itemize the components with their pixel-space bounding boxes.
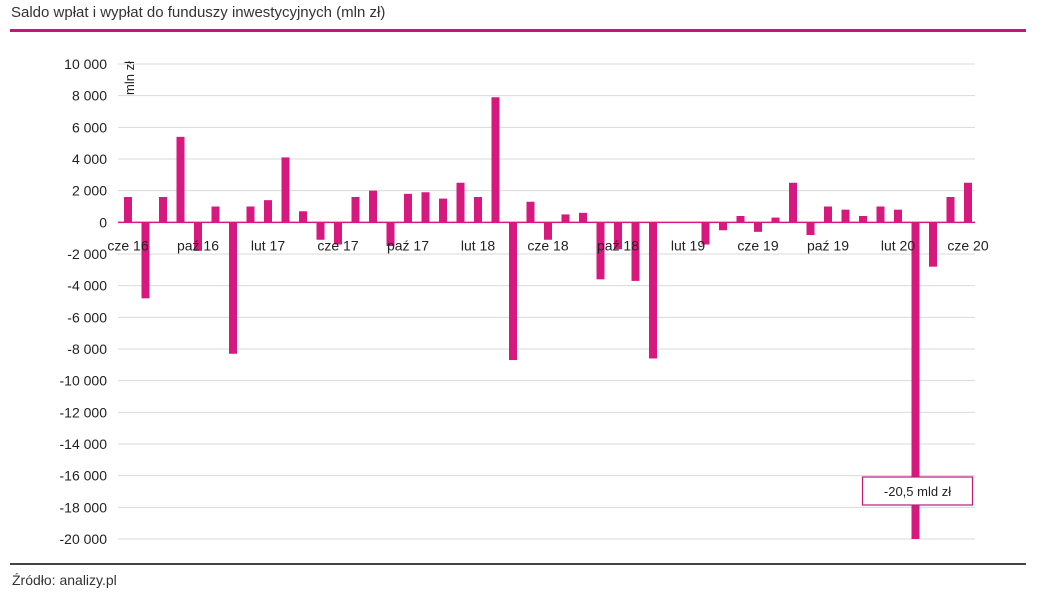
bar-lut-20 — [894, 209, 902, 223]
bar-lip-16 — [141, 222, 150, 299]
x-tick-label: cze 17 — [317, 237, 358, 253]
bars — [124, 97, 972, 540]
bar-sie-19 — [789, 182, 797, 223]
x-tick-label: lut 18 — [461, 237, 495, 253]
y-tick-label: 10 000 — [64, 56, 107, 72]
bar-cze-17 — [334, 222, 342, 245]
bar-paź-17 — [404, 193, 412, 223]
bar-lip-17 — [351, 197, 360, 223]
bar-cze-19 — [754, 222, 762, 232]
x-tick-label: lut 19 — [671, 237, 705, 253]
x-tick-label: lut 20 — [881, 237, 915, 253]
y-tick-label: -20 000 — [60, 531, 108, 547]
bar-lut-17 — [264, 200, 272, 223]
bar-wrz-18 — [596, 222, 605, 280]
bar-lis-19 — [841, 209, 850, 223]
annotation-text: -20,5 mld zł — [884, 484, 951, 499]
annotation-box — [861, 476, 974, 506]
x-tick-label: cze 18 — [527, 237, 568, 253]
bar-kwi-18 — [509, 222, 517, 361]
y-axis-label: mln zł — [122, 61, 137, 95]
footer-rule — [10, 563, 1026, 565]
y-tick-label: 2 000 — [72, 183, 107, 199]
x-tick-label: cze 20 — [947, 237, 988, 253]
bar-wrz-16 — [176, 136, 185, 223]
x-tick-label: cze 16 — [107, 237, 148, 253]
y-axis-ticks: 10 000 8 000 6 000 4 000 2 000 0 -2 000 -4 000 -… — [60, 56, 108, 547]
y-tick-label: 8 000 — [72, 88, 107, 104]
y-tick-label: 4 000 — [72, 151, 107, 167]
y-tick-label: 0 — [99, 214, 107, 230]
bar-gru-18 — [649, 222, 657, 359]
chart-labels: mln zł -20,5 mld zł — [122, 61, 974, 506]
title-rule — [10, 29, 1026, 32]
bar-lip-19 — [771, 217, 780, 223]
y-tick-label: -2 000 — [67, 246, 107, 262]
y-tick-label: -8 000 — [67, 341, 107, 357]
x-tick-label: paź 17 — [387, 237, 429, 253]
bar-wrz-17 — [386, 222, 395, 247]
x-axis-ticks: cze 16 paź 16 lut 17 cze 17 paź 17 lut 18 cze … — [107, 237, 988, 253]
y-tick-label: -12 000 — [60, 404, 108, 420]
bar-sty-20 — [876, 206, 885, 223]
y-tick-label: -18 000 — [60, 499, 108, 515]
bar-sie-17 — [369, 190, 377, 223]
bar-sie-18 — [579, 212, 587, 223]
bar-paź-18 — [614, 222, 622, 250]
bar-sie-16 — [159, 197, 167, 223]
bar-wrz-19 — [806, 222, 815, 235]
bar-lis-16 — [211, 206, 220, 223]
bar-cze-18 — [544, 222, 552, 240]
x-tick-label: paź 19 — [807, 237, 849, 253]
x-tick-label: paź 16 — [177, 237, 219, 253]
bar-lut-18 — [474, 197, 482, 223]
bar-mar-18 — [491, 97, 500, 223]
bar-sty-18 — [456, 182, 465, 223]
x-tick-label: cze 19 — [737, 237, 778, 253]
bar-mar-17 — [281, 157, 290, 223]
chart-title: Saldo wpłat i wypłat do funduszy inwesty… — [11, 4, 386, 21]
bar-kwi-17 — [299, 211, 307, 223]
y-tick-label: -14 000 — [60, 436, 108, 452]
grid-lines — [118, 63, 975, 540]
bar-sty-17 — [246, 206, 255, 223]
bar-kwi-19 — [719, 222, 727, 231]
y-tick-label: -10 000 — [60, 373, 108, 389]
bar-gru-19 — [859, 216, 867, 223]
bar-paź-16 — [194, 222, 202, 251]
bar-lis-17 — [421, 192, 430, 223]
bar-lis-18 — [631, 222, 640, 281]
source-note: Źródło: analizy.pl — [12, 572, 117, 588]
bar-maj-17 — [316, 222, 325, 240]
bar-cze-16 — [124, 197, 132, 223]
bar-mar-20 — [911, 222, 920, 540]
x-tick-label: paź 18 — [597, 237, 639, 253]
bar-kwi-20 — [929, 222, 937, 267]
bar-gru-17 — [439, 198, 447, 223]
y-tick-label: -6 000 — [67, 309, 107, 325]
bar-lip-18 — [561, 214, 570, 223]
bar-maj-20 — [946, 197, 955, 223]
x-tick-label: lut 17 — [251, 237, 285, 253]
y-tick-label: -16 000 — [60, 468, 108, 484]
bar-mar-19 — [701, 222, 710, 245]
y-tick-label: -4 000 — [67, 278, 107, 294]
bar-maj-18 — [526, 201, 535, 223]
y-tick-label: 6 000 — [72, 119, 107, 135]
bar-cze-20 — [964, 182, 972, 223]
bar-paź-19 — [824, 206, 832, 223]
bar-gru-16 — [229, 222, 237, 354]
bar-maj-19 — [736, 216, 745, 223]
